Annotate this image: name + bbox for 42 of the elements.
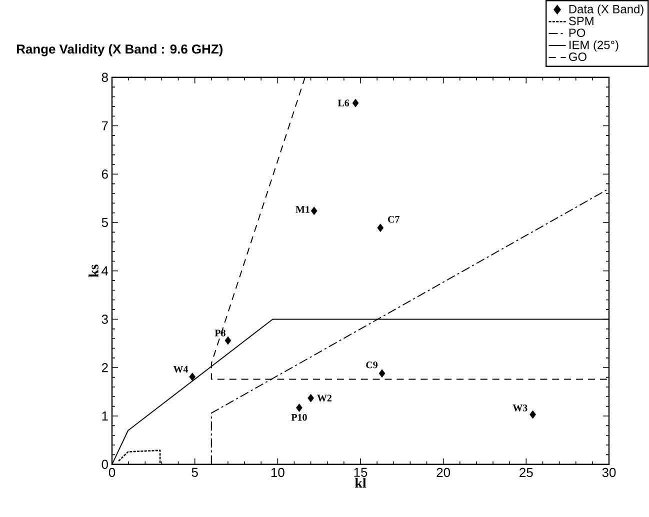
- legend-label: IEM (25°): [570, 40, 618, 52]
- annotation: W2: [317, 394, 332, 402]
- point: [224, 336, 232, 345]
- y-tick-label: 5: [102, 218, 108, 227]
- x-axis-title: kl: [355, 478, 366, 488]
- legend-label: Data (X Band): [569, 4, 644, 16]
- y-tick-label: 7: [102, 121, 108, 130]
- annotation: C7: [388, 216, 400, 222]
- y-axis-title: ks: [88, 264, 98, 277]
- point: [378, 369, 386, 378]
- point: [310, 206, 318, 215]
- point: [377, 223, 384, 232]
- annotation: P10: [291, 414, 307, 420]
- y-tick-label: 4: [102, 266, 108, 276]
- annotation: L6: [338, 100, 350, 106]
- y-tick-label: 6: [102, 169, 108, 179]
- point: [530, 410, 536, 419]
- x-tick-label: 20: [436, 468, 450, 477]
- legend-label: PO: [569, 28, 586, 37]
- point: [352, 98, 359, 108]
- x-tick-label: 25: [520, 468, 533, 477]
- x-tick-label: 10: [271, 468, 284, 477]
- x-tick-label: 5: [192, 468, 198, 477]
- annotation: W3: [512, 404, 528, 412]
- y-tick-label: 3: [102, 314, 108, 324]
- x-tick-label: 30: [602, 468, 616, 477]
- x-tick-label: 15: [354, 468, 368, 477]
- annotation: C9: [366, 361, 378, 368]
- y-tick-label: 8: [102, 72, 108, 82]
- point: [189, 372, 196, 381]
- y-tick-label: 1: [102, 411, 108, 420]
- annotation: P8: [214, 329, 226, 336]
- point: [296, 403, 302, 412]
- chart-title: Range Validity (X Band : 9.6 GHZ): [16, 44, 222, 56]
- legend-label: SPM: [568, 16, 594, 25]
- point: [308, 394, 314, 402]
- x-tick-label: 0: [108, 468, 116, 477]
- y-tick-label: 2: [102, 362, 108, 372]
- annotation: M1: [296, 206, 310, 213]
- legend-label: GO: [569, 52, 586, 61]
- y-tick-label: 0: [102, 460, 108, 469]
- annotation: W4: [173, 366, 188, 372]
